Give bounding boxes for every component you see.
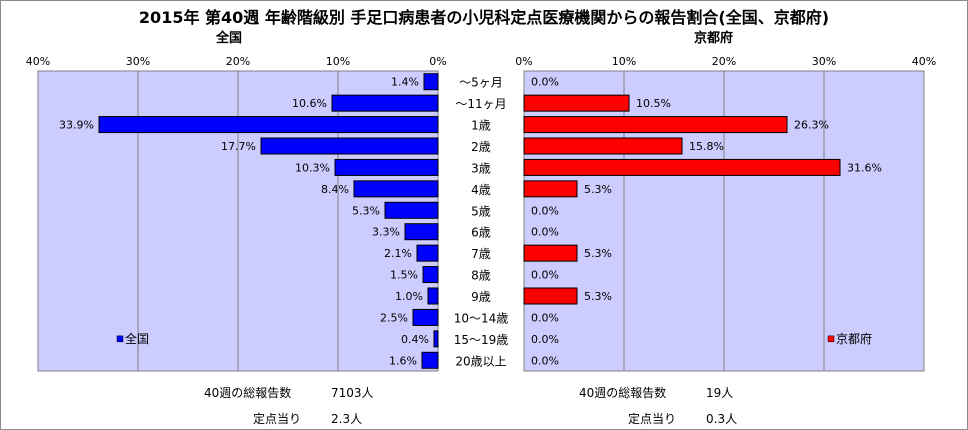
kyoto-tick-label: 40% xyxy=(912,55,936,68)
national-value-label: 2.5% xyxy=(380,311,408,324)
kyoto-panel-title: 京都府 xyxy=(694,31,734,46)
national-value-label: 17.7% xyxy=(221,140,256,153)
national-value-label: 8.4% xyxy=(321,183,349,196)
national-bar xyxy=(384,201,439,219)
kyoto-bar xyxy=(523,116,788,134)
kyoto-per-label: 定点当り xyxy=(628,412,677,426)
category-label: 1歳 xyxy=(471,119,491,133)
national-bar xyxy=(334,158,439,176)
national-bar xyxy=(421,351,439,369)
kyoto-bar xyxy=(523,94,630,112)
national-bar xyxy=(98,116,439,134)
national-bar xyxy=(404,223,439,241)
kyoto-value-label: 31.6% xyxy=(847,161,882,174)
national-tick-label: 30% xyxy=(126,55,150,68)
national-value-label: 33.9% xyxy=(59,119,94,132)
kyoto-bar xyxy=(523,244,578,262)
national-value-label: 2.1% xyxy=(384,247,412,260)
category-label: 4歳 xyxy=(471,183,491,197)
national-bar xyxy=(423,73,439,91)
kyoto-value-label: 15.8% xyxy=(689,140,724,153)
national-panel-title: 全国 xyxy=(216,31,243,46)
national-bar xyxy=(433,330,439,348)
kyoto-total-label: 40週の総報告数 xyxy=(579,386,667,400)
kyoto-value-label: 0.0% xyxy=(531,311,559,324)
national-value-label: 10.3% xyxy=(295,161,330,174)
national-value-label: 1.4% xyxy=(391,76,419,89)
national-tick-label: 10% xyxy=(326,55,350,68)
national-per-value: 2.3人 xyxy=(331,412,363,426)
national-per-label: 定点当り xyxy=(253,412,302,426)
national-value-label: 0.4% xyxy=(401,333,429,346)
kyoto-value-label: 0.0% xyxy=(531,76,559,89)
national-bar xyxy=(412,308,439,326)
kyoto-value-label: 0.0% xyxy=(531,269,559,282)
national-bar xyxy=(416,244,439,262)
national-value-label: 10.6% xyxy=(292,97,327,110)
national-value-label: 1.0% xyxy=(395,290,423,303)
category-label: 5歳 xyxy=(471,204,491,218)
national-legend-swatch xyxy=(116,335,124,343)
kyoto-value-label: 5.3% xyxy=(584,247,612,260)
national-bar xyxy=(260,137,439,155)
national-legend-label: 全国 xyxy=(125,331,149,346)
category-label: 15～19歳 xyxy=(454,333,509,347)
kyoto-tick-label: 10% xyxy=(612,55,636,68)
kyoto-tick-label: 30% xyxy=(812,55,836,68)
category-label: 7歳 xyxy=(471,247,491,261)
category-label: ～11ヶ月 xyxy=(455,97,506,111)
category-label: ～5ヶ月 xyxy=(459,76,503,90)
kyoto-legend-label: 京都府 xyxy=(836,331,872,346)
category-label: 8歳 xyxy=(471,269,491,283)
chart-title: 2015年 第40週 年齢階級別 手足口病患者の小児科定点医療機関からの報告割合… xyxy=(138,8,830,27)
category-label: 2歳 xyxy=(471,140,491,154)
kyoto-value-label: 10.5% xyxy=(636,97,671,110)
kyoto-total-value: 19人 xyxy=(706,386,734,400)
category-label: 20歳以上 xyxy=(455,354,506,368)
national-bar xyxy=(427,287,439,305)
national-bar xyxy=(422,266,439,284)
category-label: 6歳 xyxy=(471,226,491,240)
kyoto-value-label: 0.0% xyxy=(531,204,559,217)
kyoto-value-label: 5.3% xyxy=(584,183,612,196)
national-value-label: 5.3% xyxy=(352,204,380,217)
kyoto-value-label: 0.0% xyxy=(531,333,559,346)
category-label: 9歳 xyxy=(471,290,491,304)
national-value-label: 3.3% xyxy=(372,226,400,239)
national-value-label: 1.5% xyxy=(390,269,418,282)
kyoto-tick-label: 20% xyxy=(712,55,736,68)
kyoto-bar xyxy=(523,180,578,198)
kyoto-tick-label: 0% xyxy=(515,55,532,68)
national-total-value: 7103人 xyxy=(331,386,374,400)
kyoto-value-label: 5.3% xyxy=(584,290,612,303)
national-bar xyxy=(331,94,439,112)
kyoto-per-value: 0.3人 xyxy=(706,412,738,426)
category-label: 3歳 xyxy=(471,161,491,175)
national-total-label: 40週の総報告数 xyxy=(204,386,292,400)
national-value-label: 1.6% xyxy=(389,354,417,367)
kyoto-bar xyxy=(523,287,578,305)
kyoto-value-label: 0.0% xyxy=(531,226,559,239)
kyoto-bar xyxy=(523,158,841,176)
category-label: 10～14歳 xyxy=(454,311,509,325)
kyoto-legend-swatch xyxy=(827,335,835,343)
national-bar xyxy=(353,180,439,198)
kyoto-value-label: 0.0% xyxy=(531,354,559,367)
kyoto-bar xyxy=(523,137,683,155)
kyoto-value-label: 26.3% xyxy=(794,119,829,132)
national-tick-label: 40% xyxy=(26,55,50,68)
national-tick-label: 0% xyxy=(429,55,446,68)
national-tick-label: 20% xyxy=(226,55,250,68)
